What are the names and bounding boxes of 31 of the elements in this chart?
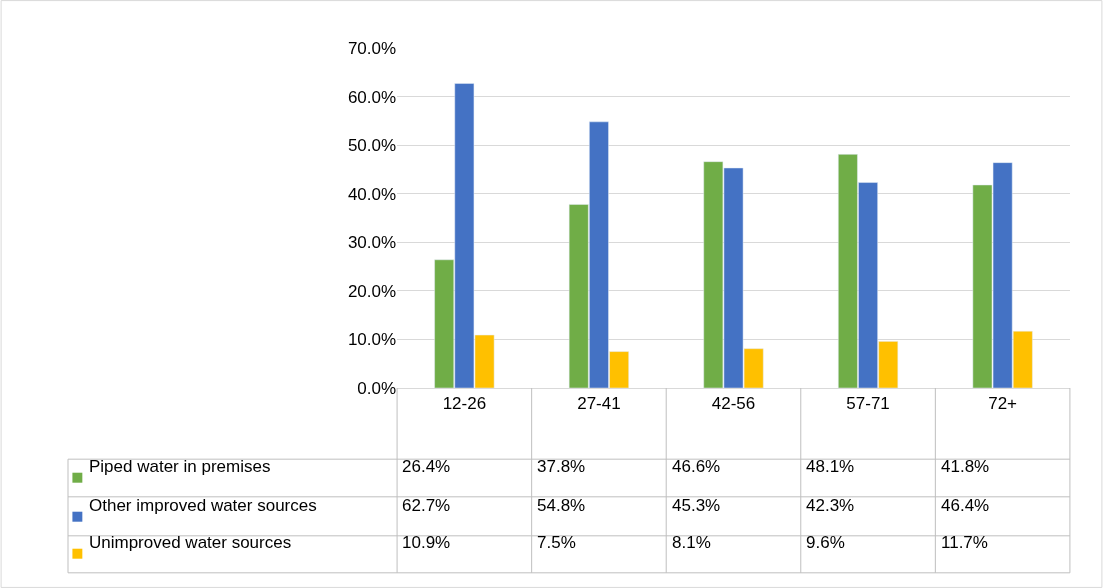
legend-label: Piped water in premises bbox=[89, 457, 271, 476]
x-tick-label: 72+ bbox=[988, 394, 1018, 414]
data-label: 9.6% bbox=[806, 533, 845, 552]
data-label: 62.7% bbox=[402, 496, 451, 515]
data-label: 11.7% bbox=[941, 533, 988, 552]
data-label: 10.9% bbox=[402, 533, 451, 552]
data-label: 42.3% bbox=[806, 496, 855, 515]
y-tick-label: 20.0% bbox=[347, 281, 397, 301]
data-label: 41.8% bbox=[941, 457, 990, 476]
x-tick-label: 27-41 bbox=[577, 394, 621, 414]
data-label: 8.1% bbox=[672, 533, 711, 552]
x-tick-label: 42-56 bbox=[711, 394, 756, 414]
y-tick-label: 60.0% bbox=[347, 87, 397, 107]
y-tick-label: 30.0% bbox=[347, 233, 397, 253]
data-label: 7.5% bbox=[537, 533, 576, 552]
data-label: 45.3% bbox=[672, 496, 721, 515]
data-label: 54.8% bbox=[537, 496, 586, 515]
legend-label: Other improved water sources bbox=[89, 496, 317, 515]
y-tick-label: 50.0% bbox=[347, 136, 397, 156]
data-label: 46.4% bbox=[941, 496, 990, 515]
data-label: 37.8% bbox=[537, 457, 586, 476]
x-tick-label: 57-71 bbox=[846, 394, 890, 414]
data-label: 46.6% bbox=[672, 457, 721, 476]
y-tick-label: 70.0% bbox=[347, 38, 397, 58]
data-label: 48.1% bbox=[806, 457, 855, 476]
y-tick-label: 0.0% bbox=[357, 378, 397, 398]
legend-label: Unimproved water sources bbox=[89, 533, 292, 552]
x-tick-label: 12-26 bbox=[442, 394, 487, 414]
data-label: 26.4% bbox=[402, 457, 451, 476]
y-tick-label: 10.0% bbox=[347, 330, 397, 350]
y-tick-label: 40.0% bbox=[347, 184, 397, 204]
